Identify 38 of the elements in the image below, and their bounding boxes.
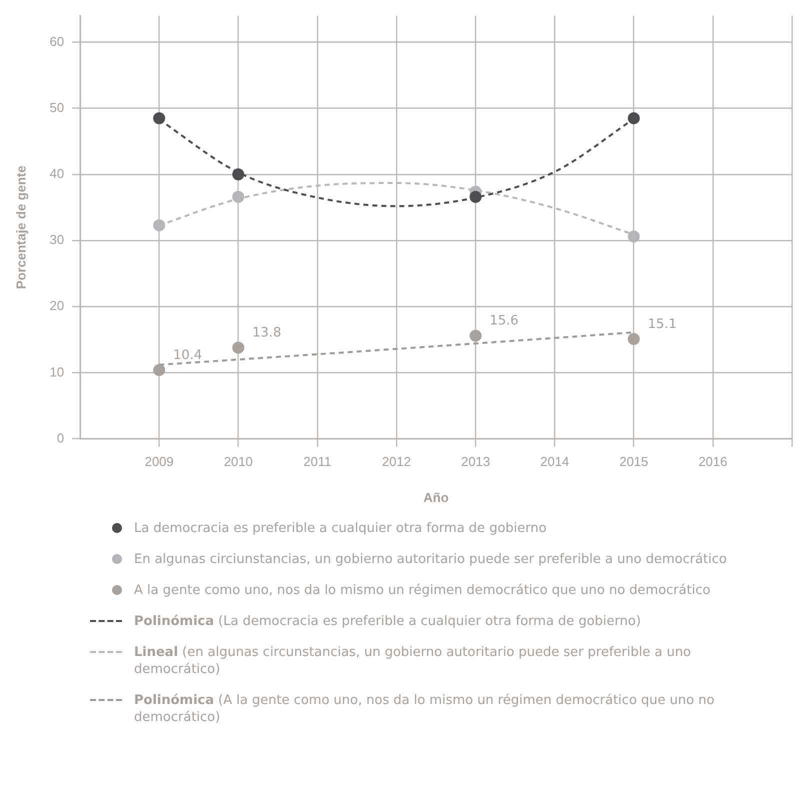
legend-label: Polinómica (La democracia es preferible a cualquier otra forma de gobierno) [134,613,641,630]
y-tick-label: 60 [50,34,64,49]
y-axis-title: Porcentaje de gente [13,166,28,290]
point [153,364,166,376]
point [153,112,166,124]
y-tick-label: 20 [50,298,64,314]
point [232,342,244,354]
data-label: 13.8 [252,325,282,340]
legend-label: Lineal (en algunas circunstancias, un gobierno autoritario puede ser preferible a uno democrático) [134,644,692,678]
x-tick-label: 2016 [698,454,728,470]
data-label: 15.6 [490,314,519,329]
point [470,330,482,342]
y-tick-label: 0 [56,430,64,446]
legend-label: A la gente como uno, nos da lo mismo un régimen democrático que uno no democrático [134,582,710,599]
x-tick-label: 2012 [382,454,411,470]
y-tick-label: 30 [50,232,64,248]
point [232,168,244,180]
x-tick-label: 2013 [461,454,490,470]
x-axis-title: Año [423,490,449,505]
x-tick-label: 2015 [619,454,648,470]
y-tick-label: 50 [50,100,64,115]
legend-label: En algunas circiunstancias, un gobierno autoritario puede ser preferible a uno democrático [134,551,727,568]
y-tick-label: 10 [50,364,64,380]
point [232,190,244,203]
point [470,190,482,203]
x-tick-label: 2011 [303,454,332,470]
point [153,219,166,232]
data-label: 15.1 [648,316,677,332]
x-tick-label: 2014 [540,454,570,470]
x-tick-label: 2009 [144,454,174,470]
legend-label: Polinómica (A la gente como uno, nos da lo mismo un régimen democrático que uno no democrático) [134,692,716,726]
point [628,333,640,345]
point [628,230,640,243]
point [628,112,640,124]
x-tick-label: 2010 [224,454,253,470]
legend-label: La democracia es preferible a cualquier otra forma de gobierno [134,520,547,537]
data-label: 10.4 [173,348,202,363]
y-tick-label: 40 [50,166,64,182]
